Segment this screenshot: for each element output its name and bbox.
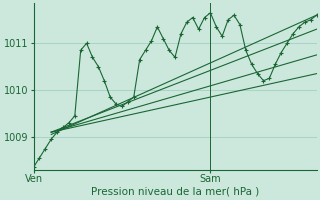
X-axis label: Pression niveau de la mer( hPa ): Pression niveau de la mer( hPa ): [91, 187, 259, 197]
